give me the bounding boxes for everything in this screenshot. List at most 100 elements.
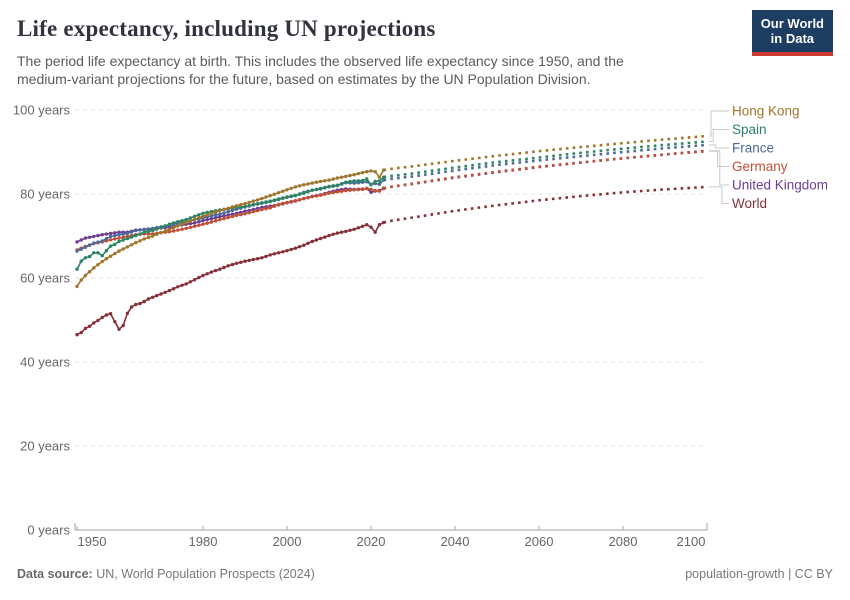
data-point: [134, 228, 138, 233]
data-point: [306, 190, 310, 194]
data-point: [197, 216, 201, 220]
legend-label-france[interactable]: France: [732, 141, 774, 156]
data-point: [369, 183, 373, 187]
x-tick-label-2060: 2060: [525, 534, 554, 549]
data-point: [268, 206, 272, 210]
data-point: [142, 299, 146, 304]
legend-label-germany[interactable]: Germany: [732, 159, 788, 174]
data-point: [83, 256, 88, 260]
data-source-text[interactable]: UN, World Population Prospects (2024): [92, 567, 315, 581]
data-point: [335, 231, 340, 235]
data-point: [222, 214, 226, 218]
y-tick-label-0: 0 years: [27, 523, 70, 538]
data-point: [260, 207, 264, 212]
data-point: [138, 239, 142, 243]
chart-area: 0 years 20 years 40 years 60 years 80 years 1…: [0, 95, 850, 560]
owid-logo[interactable]: Our World in Data: [751, 10, 833, 56]
data-point: [125, 311, 130, 315]
data-point: [339, 175, 344, 179]
x-tick-label-2000: 2000: [273, 534, 302, 549]
data-point: [159, 230, 163, 235]
data-point: [369, 187, 373, 192]
data-point: [314, 180, 319, 184]
legend-connector-spain: [709, 129, 729, 142]
series-markers-germany: [75, 186, 386, 252]
data-point: [314, 194, 319, 198]
legend-label-world[interactable]: World: [732, 196, 767, 211]
data-point: [197, 220, 201, 224]
data-point: [239, 212, 243, 217]
data-point: [276, 197, 281, 201]
data-point: [272, 252, 277, 256]
data-point: [293, 193, 298, 197]
data-point: [348, 179, 352, 184]
data-point: [113, 233, 117, 238]
data-point: [159, 225, 163, 230]
data-point: [117, 249, 121, 253]
data-point: [197, 275, 201, 280]
data-point: [356, 171, 361, 176]
data-point: [222, 207, 226, 212]
data-point: [365, 170, 369, 174]
data-point: [344, 180, 348, 184]
legend-label-spain[interactable]: Spain: [732, 122, 767, 137]
data-point: [281, 189, 285, 193]
data-point: [201, 211, 205, 215]
data-point: [264, 254, 268, 259]
data-point: [87, 324, 92, 328]
data-point: [281, 196, 285, 200]
data-point: [108, 234, 113, 239]
data-point: [289, 194, 293, 198]
data-point: [285, 200, 289, 205]
data-point: [260, 201, 264, 205]
chart-title: Life expectancy, including UN projection…: [17, 16, 436, 41]
data-point: [360, 187, 365, 192]
data-point: [226, 264, 230, 268]
data-point: [205, 213, 209, 217]
data-point: [222, 216, 226, 221]
data-point: [167, 230, 172, 234]
data-point: [264, 207, 268, 211]
data-point: [213, 219, 218, 223]
data-point: [121, 235, 125, 239]
data-point: [222, 265, 226, 270]
data-point: [255, 257, 260, 261]
legend-label-hong-kong[interactable]: Hong Kong: [732, 104, 800, 119]
legend-connector-world: [709, 186, 729, 204]
data-point: [79, 247, 83, 251]
data-point: [310, 194, 314, 199]
data-point: [142, 227, 146, 231]
data-point: [171, 225, 176, 230]
data-point: [306, 241, 310, 245]
data-point: [293, 185, 298, 189]
data-point: [205, 217, 209, 222]
data-point: [75, 240, 79, 244]
data-point: [163, 224, 167, 228]
owid-logo-line-1: Our World: [760, 16, 824, 31]
data-point: [104, 257, 109, 261]
data-point: [276, 202, 281, 207]
data-point: [339, 189, 344, 193]
data-point: [306, 195, 310, 200]
data-point: [96, 251, 100, 255]
data-point: [218, 267, 222, 271]
y-tick-label-40: 40 years: [20, 355, 70, 370]
legend-connector-france: [709, 144, 729, 149]
data-point: [188, 219, 193, 223]
data-point: [234, 213, 239, 218]
data-point: [373, 170, 377, 174]
data-point: [272, 204, 277, 208]
data-point: [146, 235, 151, 240]
data-point: [285, 188, 289, 192]
data-point: [323, 185, 327, 190]
data-point: [92, 321, 96, 325]
legend-label-united-kingdom[interactable]: United Kingdom: [732, 178, 828, 193]
x-tick-label-2100: 2100: [677, 534, 706, 549]
x-tick-label-1950: 1950: [78, 534, 107, 549]
data-point: [104, 249, 109, 253]
data-point: [121, 238, 125, 242]
data-point: [138, 232, 142, 236]
data-point: [113, 231, 117, 235]
x-tick-label-2020: 2020: [357, 534, 386, 549]
license-text[interactable]: population-growth | CC BY: [685, 567, 833, 581]
